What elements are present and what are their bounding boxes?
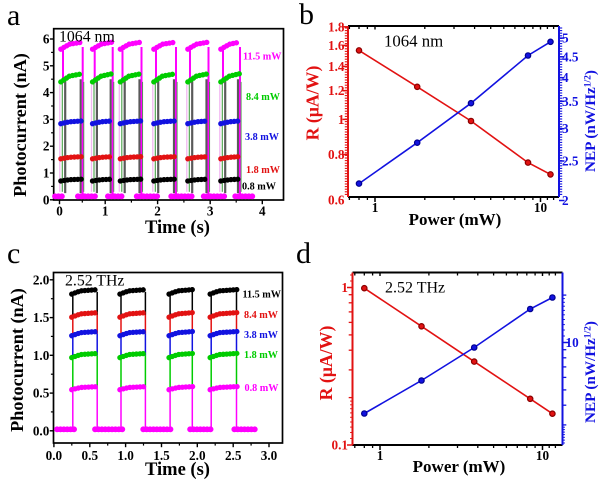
svg-text:1.5: 1.5 — [33, 310, 50, 325]
svg-text:Power (mW): Power (mW) — [409, 210, 502, 229]
svg-text:Photocurrent (nA): Photocurrent (nA) — [10, 53, 31, 197]
svg-text:3.0: 3.0 — [261, 448, 278, 463]
svg-text:1.0: 1.0 — [33, 348, 50, 363]
svg-text:2.5: 2.5 — [225, 448, 242, 463]
svg-text:3.8 mW: 3.8 mW — [244, 330, 279, 341]
svg-text:0: 0 — [43, 192, 50, 207]
svg-text:Photocurrent (nA): Photocurrent (nA) — [7, 288, 28, 432]
svg-text:4: 4 — [259, 204, 266, 219]
svg-text:NEP (nW/Hz1/2): NEP (nW/Hz1/2) — [582, 70, 599, 172]
svg-text:1.8: 1.8 — [328, 19, 345, 34]
svg-text:Time (s): Time (s) — [145, 460, 210, 480]
svg-text:1.6: 1.6 — [328, 38, 345, 53]
svg-text:4.5: 4.5 — [562, 49, 579, 64]
svg-text:0.0: 0.0 — [46, 448, 63, 463]
svg-text:1.2: 1.2 — [328, 83, 345, 98]
svg-text:1: 1 — [43, 166, 50, 181]
svg-text:1: 1 — [377, 448, 384, 463]
svg-text:1.5: 1.5 — [153, 448, 170, 463]
svg-text:2.0: 2.0 — [33, 272, 50, 287]
svg-text:c: c — [7, 237, 20, 270]
svg-text:Power (mW): Power (mW) — [413, 457, 506, 476]
svg-text:0: 0 — [56, 204, 63, 219]
svg-text:2.52 THz: 2.52 THz — [65, 273, 124, 290]
svg-text:0.6: 0.6 — [328, 192, 345, 207]
svg-text:1.8 mW: 1.8 mW — [246, 165, 281, 176]
svg-text:1.0: 1.0 — [117, 448, 134, 463]
svg-text:10: 10 — [566, 335, 580, 350]
svg-text:0.5: 0.5 — [33, 386, 50, 401]
svg-text:a: a — [7, 0, 20, 32]
svg-text:3: 3 — [43, 112, 50, 127]
svg-text:2.0: 2.0 — [189, 448, 206, 463]
svg-text:0.0: 0.0 — [33, 423, 50, 438]
svg-text:1.4: 1.4 — [328, 59, 345, 74]
svg-text:10: 10 — [536, 448, 550, 463]
svg-text:1.8 mW: 1.8 mW — [244, 350, 279, 361]
svg-text:2: 2 — [562, 193, 569, 208]
svg-text:8.4 mW: 8.4 mW — [244, 310, 279, 321]
svg-text:2: 2 — [43, 139, 50, 154]
svg-text:1: 1 — [372, 200, 379, 215]
svg-text:4: 4 — [43, 85, 50, 100]
svg-text:0.8 mW: 0.8 mW — [242, 182, 277, 193]
svg-text:5: 5 — [562, 31, 569, 46]
svg-text:1: 1 — [102, 204, 109, 219]
svg-text:3.8 mW: 3.8 mW — [245, 132, 280, 143]
svg-text:0.5: 0.5 — [82, 448, 99, 463]
svg-text:2.52 THz: 2.52 THz — [385, 280, 445, 297]
svg-text:3: 3 — [207, 204, 214, 219]
svg-text:1064 nm: 1064 nm — [59, 29, 115, 46]
svg-text:b: b — [299, 0, 314, 31]
svg-text:0.1: 0.1 — [332, 438, 348, 453]
svg-text:0.8: 0.8 — [328, 147, 345, 162]
svg-text:2.5: 2.5 — [562, 154, 579, 169]
svg-text:R (μA/W): R (μA/W) — [303, 66, 324, 141]
svg-text:11.5 mW: 11.5 mW — [243, 52, 282, 63]
svg-text:8.4 mW: 8.4 mW — [246, 92, 281, 103]
svg-text:1: 1 — [341, 280, 348, 295]
svg-text:2: 2 — [154, 204, 161, 219]
svg-text:d: d — [296, 237, 311, 270]
svg-text:11.5 mW: 11.5 mW — [243, 290, 282, 301]
svg-text:0.8 mW: 0.8 mW — [245, 383, 280, 394]
svg-text:3: 3 — [562, 121, 569, 136]
svg-text:6: 6 — [43, 32, 50, 47]
svg-text:Time (s): Time (s) — [145, 218, 210, 238]
svg-text:R (μA/W): R (μA/W) — [316, 326, 337, 401]
svg-text:3.5: 3.5 — [562, 94, 579, 109]
svg-text:NEP (nW/Hz1/2): NEP (nW/Hz1/2) — [582, 321, 599, 423]
svg-text:4: 4 — [562, 70, 569, 85]
svg-text:5: 5 — [43, 58, 50, 73]
svg-text:10: 10 — [534, 200, 548, 215]
svg-text:1064 nm: 1064 nm — [384, 32, 443, 51]
svg-text:1: 1 — [338, 112, 345, 127]
